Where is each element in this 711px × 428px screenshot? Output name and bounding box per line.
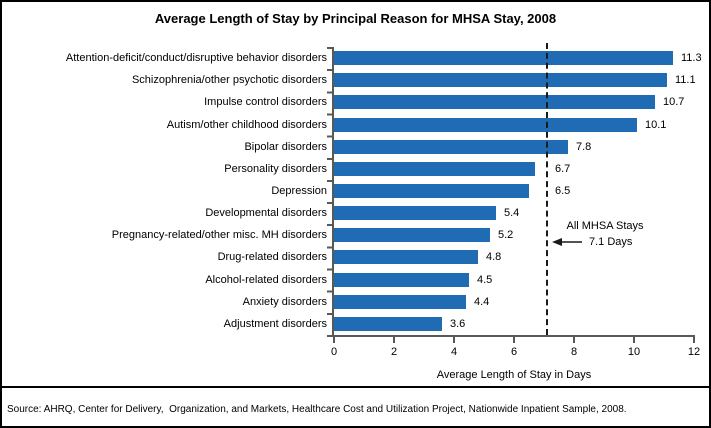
bar-zone: 11.1: [334, 69, 696, 91]
bar: [334, 316, 442, 331]
value-label: 6.7: [555, 162, 571, 175]
bar: [334, 206, 496, 221]
bar-zone: 3.6: [334, 313, 694, 335]
value-label: 4.4: [474, 295, 490, 308]
category-label: Alcohol-related disorders: [205, 273, 327, 286]
bar-row: Personality disorders 6.7: [10, 158, 694, 180]
source-divider: [0, 386, 711, 388]
value-label: 5.4: [504, 207, 520, 220]
bar-row: Pregnancy-related/other misc. MH disorde…: [10, 224, 694, 246]
category-label: Autism/other childhood disorders: [166, 118, 327, 131]
x-axis-title: Average Length of Stay in Days: [436, 369, 592, 381]
category-label: Attention-deficit/conduct/disruptive beh…: [65, 52, 327, 65]
bar: [334, 73, 667, 88]
category-label: Developmental disorders: [205, 207, 327, 220]
bar-zone: 4.8: [334, 246, 694, 268]
bar-row: Attention-deficit/conduct/disruptive beh…: [10, 47, 702, 69]
y-axis-ticks: [327, 47, 332, 337]
category-label: Adjustment disorders: [223, 317, 327, 330]
bar: [334, 51, 673, 66]
bar-zone: 4.4: [334, 291, 694, 313]
bar: [334, 139, 568, 154]
category-label: Schizophrenia/other psychotic disorders: [131, 74, 327, 87]
bar-row: Adjustment disorders 3.6: [10, 313, 694, 335]
bar: [334, 161, 535, 176]
bar: [334, 294, 466, 309]
value-label: 3.6: [450, 317, 466, 330]
bar-zone: 4.5: [334, 269, 694, 291]
bar-row: Anxiety disorders 4.4: [10, 291, 694, 313]
x-axis-line: [332, 335, 695, 337]
bar-row: Impulse control disorders 10.7: [10, 91, 694, 113]
bar: [334, 272, 469, 287]
x-tick-label: 8: [570, 346, 578, 358]
bar-row: Drug-related disorders 4.8: [10, 246, 694, 268]
bar: [334, 184, 529, 199]
bar: [334, 250, 478, 265]
value-label: 4.8: [486, 251, 502, 264]
category-label: Anxiety disorders: [242, 295, 327, 308]
reference-annotation: All MHSA Stays 7.1 Days: [552, 220, 658, 248]
left-arrow-icon: [552, 238, 582, 246]
category-label: Bipolar disorders: [244, 140, 327, 153]
value-label: 5.2: [498, 229, 514, 242]
x-tick-label: 6: [510, 346, 518, 358]
bar-zone: 5.4: [334, 202, 694, 224]
bar-zone: 6.5: [334, 180, 694, 202]
value-label: 11.1: [675, 74, 696, 87]
bar-zone: 10.7: [334, 91, 694, 113]
x-axis-ticks: [333, 337, 696, 343]
category-label: Pregnancy-related/other misc. MH disorde…: [111, 229, 327, 242]
bar: [334, 117, 637, 132]
bar-row: Schizophrenia/other psychotic disorders …: [10, 69, 696, 91]
bar-zone: 10.1: [334, 113, 694, 135]
y-axis-line: [332, 47, 334, 337]
bar-zone: 7.8: [334, 136, 694, 158]
bar-row: Bipolar disorders 7.8: [10, 136, 694, 158]
bar-row: Autism/other childhood disorders 10.1: [10, 113, 694, 135]
value-label: 11.3: [681, 52, 702, 65]
value-label: 6.5: [555, 185, 571, 198]
x-tick-label: 4: [450, 346, 458, 358]
value-label: 4.5: [477, 273, 493, 286]
x-tick-label: 12: [687, 346, 701, 358]
reference-annotation-value: 7.1 Days: [589, 236, 633, 248]
bar-rows: Attention-deficit/conduct/disruptive beh…: [10, 47, 702, 335]
bar-zone: 11.3: [334, 47, 702, 69]
bar-zone: 6.7: [334, 158, 694, 180]
reference-annotation-label: All MHSA Stays: [566, 220, 644, 232]
bar-row: Depression 6.5: [10, 180, 694, 202]
bar-row: Developmental disorders 5.4: [10, 202, 694, 224]
category-label: Personality disorders: [224, 162, 327, 175]
value-label: 7.8: [576, 140, 592, 153]
value-label: 10.1: [645, 118, 667, 131]
x-tick-label: 0: [330, 346, 338, 358]
value-label: 10.7: [663, 96, 685, 109]
bar-row: Alcohol-related disorders 4.5: [10, 269, 694, 291]
reference-line: [546, 43, 548, 335]
category-label: Impulse control disorders: [204, 96, 327, 109]
bar: [334, 95, 655, 110]
category-label: Drug-related disorders: [217, 251, 327, 264]
chart-title: Average Length of Stay by Principal Reas…: [154, 11, 557, 26]
bar: [334, 228, 490, 243]
bar-zone: 5.2: [334, 224, 694, 246]
x-tick-label: 2: [390, 346, 398, 358]
x-tick-label: 10: [627, 346, 641, 358]
source-note: Source: AHRQ, Center for Delivery, Organ…: [7, 404, 627, 415]
category-label: Depression: [271, 185, 327, 198]
